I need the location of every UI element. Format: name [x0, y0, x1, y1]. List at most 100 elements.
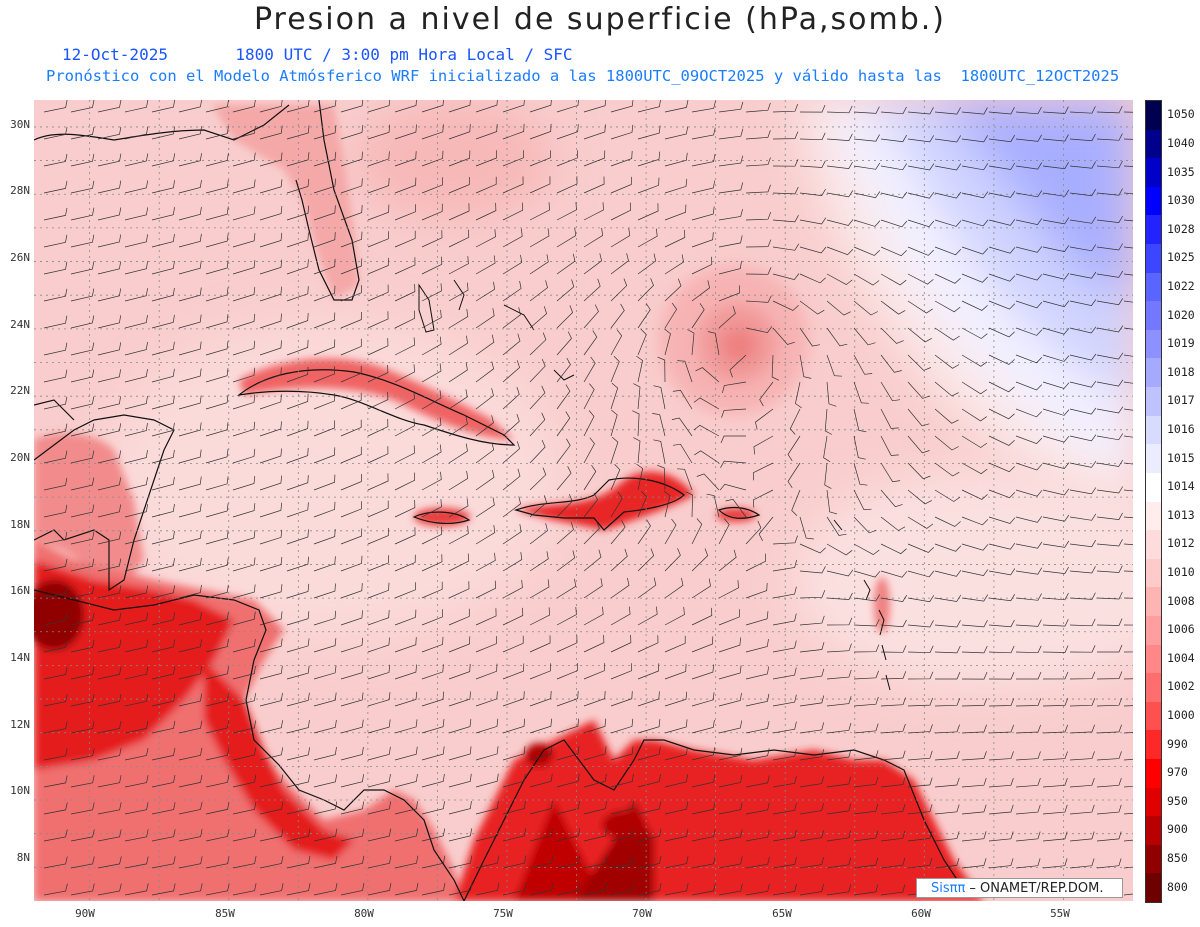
wind-barb: [43, 423, 68, 437]
wind-barb: [475, 691, 498, 707]
wind-barb: [421, 124, 444, 140]
wind-barb: [934, 543, 962, 552]
wind-barb: [421, 609, 443, 626]
wind-barb: [664, 254, 684, 275]
wind-barb: [653, 385, 666, 410]
wind-barb: [556, 746, 580, 761]
wind-barb: [286, 828, 311, 842]
colorbar-label: 1018: [1167, 364, 1195, 379]
wind-barb: [178, 341, 202, 356]
wind-barb: [1123, 812, 1133, 815]
wind-barb: [718, 747, 743, 761]
wind-barb: [1096, 831, 1122, 842]
wind-barb: [448, 229, 470, 248]
wind-barb: [259, 475, 282, 491]
wind-barb: [70, 288, 95, 302]
wind-barb: [475, 828, 500, 842]
wind-barb: [286, 720, 310, 734]
wind-barb: [43, 640, 68, 653]
wind-barb: [475, 202, 497, 221]
wind-barb: [448, 389, 468, 410]
wind-barb: [934, 327, 960, 341]
wind-barb: [367, 527, 389, 545]
wind-barb: [583, 202, 604, 221]
wind-barb: [475, 100, 498, 113]
colorbar-label: 1014: [1167, 479, 1195, 494]
lat-label-16n: 16N: [10, 584, 30, 597]
wind-barb: [421, 363, 442, 383]
wind-barb: [880, 191, 908, 199]
wind-barb: [43, 100, 68, 113]
wind-barb: [286, 475, 309, 491]
wind-barb: [907, 300, 933, 314]
wind-barb: [205, 720, 230, 734]
wind-barb: [691, 232, 714, 248]
wind-barb: [448, 553, 470, 572]
wind-barb: [43, 127, 68, 140]
wind-barb: [259, 421, 282, 437]
wind-barb: [367, 664, 391, 680]
wind-barb: [529, 202, 550, 221]
colorbar-segment: [1146, 387, 1161, 417]
wind-barb: [934, 354, 960, 369]
wind-barb: [1096, 215, 1124, 223]
wind-barb: [448, 470, 469, 491]
wind-barb: [583, 746, 607, 761]
wind-barb: [1096, 724, 1122, 734]
wind-barb: [448, 203, 470, 221]
wind-barb: [124, 531, 148, 545]
wind-barb: [799, 246, 827, 254]
wind-barb: [1069, 566, 1096, 574]
wind-barb: [657, 356, 666, 383]
wind-barb: [772, 775, 797, 788]
wind-barb: [178, 422, 202, 437]
wind-barb: [151, 774, 176, 788]
wind-barb: [394, 554, 416, 572]
wind-barb: [934, 777, 960, 788]
wind-barb: [652, 413, 666, 437]
wind-barb: [880, 857, 906, 869]
wind-barb: [1015, 645, 1042, 654]
wind-barb: [718, 856, 743, 869]
wind-barb: [1042, 777, 1068, 788]
wind-barb: [721, 408, 747, 418]
wind-barb: [853, 857, 879, 869]
wind-barb: [556, 357, 571, 383]
wind-barb: [880, 803, 906, 815]
wind-barb: [367, 391, 389, 410]
wind-barb: [907, 570, 935, 578]
wind-barb: [394, 124, 417, 140]
wind-barb: [43, 315, 68, 329]
wind-barb: [205, 883, 230, 896]
wind-barb: [664, 278, 682, 302]
wind-barb: [43, 721, 68, 734]
wind-barb: [502, 524, 522, 545]
wind-barb: [475, 334, 495, 356]
wind-barb: [313, 583, 336, 599]
wind-barb: [583, 773, 607, 788]
wind-barb: [772, 560, 797, 572]
wind-barb: [178, 612, 202, 626]
wind-barb: [799, 722, 825, 734]
colorbar-segment: [1146, 101, 1161, 131]
wind-barb: [907, 135, 935, 143]
wind-barb: [448, 176, 470, 194]
wind-barb: [43, 153, 68, 167]
wind-barb: [151, 720, 176, 734]
wind-barb: [880, 163, 908, 171]
wind-barb: [718, 829, 743, 842]
wind-barb: [718, 665, 742, 680]
wind-barb: [772, 721, 797, 734]
wind-barb: [880, 671, 907, 680]
wind-barb: [961, 671, 988, 680]
wind-barb: [772, 829, 797, 842]
wind-barb: [43, 369, 68, 383]
pressure-map[interactable]: [34, 100, 1133, 901]
wind-barb: [787, 462, 801, 488]
wind-barb: [799, 668, 825, 680]
lat-label-14n: 14N: [10, 651, 30, 664]
wind-barb: [205, 368, 229, 383]
wind-barb: [367, 500, 389, 518]
wind-barb: [745, 211, 772, 221]
wind-barb: [1015, 218, 1043, 225]
